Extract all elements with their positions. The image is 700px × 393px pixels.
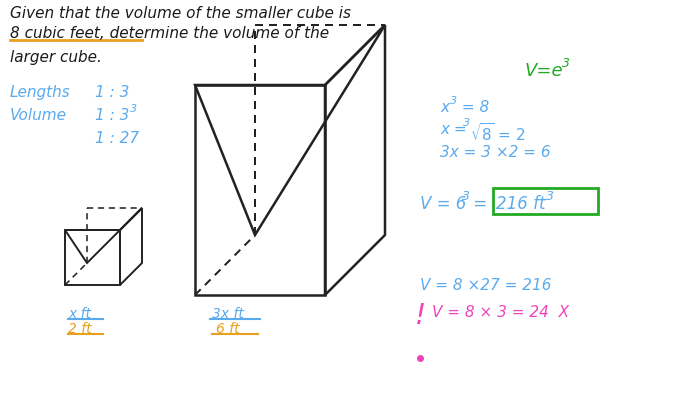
Text: $\sqrt{8}$ = 2: $\sqrt{8}$ = 2 bbox=[470, 122, 526, 144]
Text: 1 : 3: 1 : 3 bbox=[95, 85, 130, 100]
Text: 3: 3 bbox=[463, 118, 470, 128]
Text: Volume: Volume bbox=[10, 108, 67, 123]
Text: Lengths: Lengths bbox=[10, 85, 71, 100]
Text: V = 8 × 3 = 24  X: V = 8 × 3 = 24 X bbox=[432, 305, 569, 320]
Text: 3: 3 bbox=[546, 190, 554, 203]
Text: =: = bbox=[468, 195, 492, 213]
Text: larger cube.: larger cube. bbox=[10, 50, 102, 65]
Text: 6 ft: 6 ft bbox=[216, 322, 239, 336]
Text: x ft: x ft bbox=[68, 307, 91, 321]
Text: 3: 3 bbox=[450, 96, 457, 106]
Text: V = 6: V = 6 bbox=[420, 195, 466, 213]
Text: !: ! bbox=[415, 302, 426, 330]
Text: 216 ft: 216 ft bbox=[496, 195, 545, 213]
Text: 3x = 3 ×2 = 6: 3x = 3 ×2 = 6 bbox=[440, 145, 551, 160]
Text: 8 cubic feet, determine the volume of the: 8 cubic feet, determine the volume of th… bbox=[10, 26, 329, 41]
FancyBboxPatch shape bbox=[493, 188, 598, 214]
Text: 3x ft: 3x ft bbox=[212, 307, 244, 321]
Text: 1 : 27: 1 : 27 bbox=[95, 131, 139, 146]
Text: x =: x = bbox=[440, 122, 467, 137]
Text: V=e: V=e bbox=[525, 62, 564, 80]
Text: 3: 3 bbox=[130, 104, 137, 114]
Text: 1 : 3: 1 : 3 bbox=[95, 108, 130, 123]
Text: = 8: = 8 bbox=[457, 100, 489, 115]
Text: 3: 3 bbox=[562, 57, 570, 70]
Text: Given that the volume of the smaller cube is: Given that the volume of the smaller cub… bbox=[10, 6, 351, 21]
Text: 2 ft: 2 ft bbox=[68, 322, 92, 336]
Text: 3: 3 bbox=[462, 190, 470, 203]
Text: x: x bbox=[440, 100, 449, 115]
Text: V = 8 ×27 = 216: V = 8 ×27 = 216 bbox=[420, 278, 552, 293]
